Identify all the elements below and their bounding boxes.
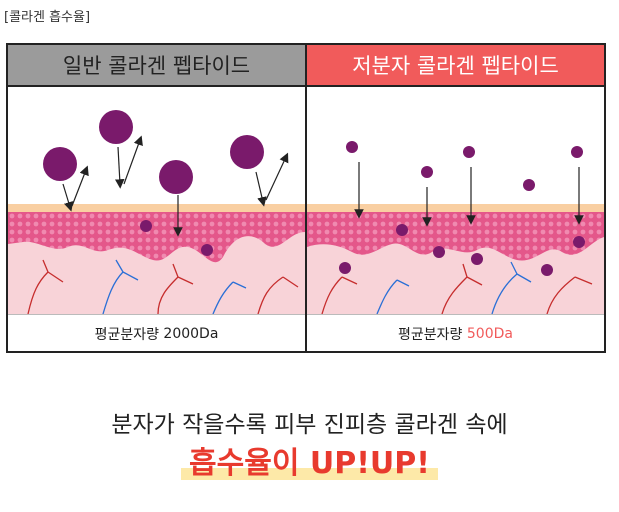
large-molecule [43, 147, 77, 181]
header-underline [8, 85, 604, 87]
right-caption-label: 평균분자량 [398, 326, 463, 343]
small-molecule [433, 246, 445, 258]
right-panel-title: 저분자 콜라겐 펩타이드 [352, 54, 559, 78]
large-molecule [99, 110, 133, 144]
small-molecule [463, 146, 475, 158]
small-molecule [339, 262, 351, 274]
small-molecule [421, 166, 433, 178]
left-panel-title: 일반 콜라겐 펩타이드 [62, 54, 251, 78]
large-molecule [159, 160, 193, 194]
small-molecule [140, 220, 152, 232]
right-caption: 평균분자량 500Da [307, 314, 604, 352]
small-molecule [541, 264, 553, 276]
penetration-arrows [354, 162, 584, 227]
epidermis-layer [8, 210, 305, 263]
emphasis-label: 흡수율이 UP!UP! [189, 446, 430, 481]
right-skin [307, 92, 604, 314]
red-capillaries [27, 259, 299, 314]
large-molecule [230, 135, 264, 169]
small-molecule [471, 253, 483, 265]
emphasis-wrap: 흡수율이 UP!UP! [0, 438, 619, 482]
skin-illustration [8, 92, 604, 314]
left-caption-value: 2000Da [163, 325, 219, 342]
right-caption-value: 500Da [466, 325, 513, 342]
blue-capillaries [102, 259, 247, 314]
small-molecule [573, 236, 585, 248]
small-molecule [571, 146, 583, 158]
left-caption: 평균분자량 2000Da [8, 314, 305, 352]
left-skin [8, 92, 305, 314]
panel-divider [305, 43, 307, 353]
left-panel-header: 일반 콜라겐 펩타이드 [8, 45, 305, 85]
left-caption-label: 평균분자량 [94, 326, 159, 343]
skin-surface [307, 204, 604, 212]
blue-capillaries [376, 261, 532, 314]
red-capillaries [321, 263, 593, 314]
small-molecule [396, 224, 408, 236]
small-molecule [201, 244, 213, 256]
emphasis-text: 흡수율이 UP!UP! [181, 438, 438, 482]
bounce-arrows [62, 135, 289, 237]
right-panel-header: 저분자 콜라겐 펩타이드 [307, 45, 604, 85]
small-molecule [346, 141, 358, 153]
small-molecule [523, 179, 535, 191]
epidermis-layer [307, 210, 604, 261]
skin-surface [8, 204, 305, 212]
summary-text: 분자가 작을수록 피부 진피층 콜라겐 속에 [111, 412, 508, 438]
section-title: [콜라겐 흡수율] [4, 10, 91, 25]
